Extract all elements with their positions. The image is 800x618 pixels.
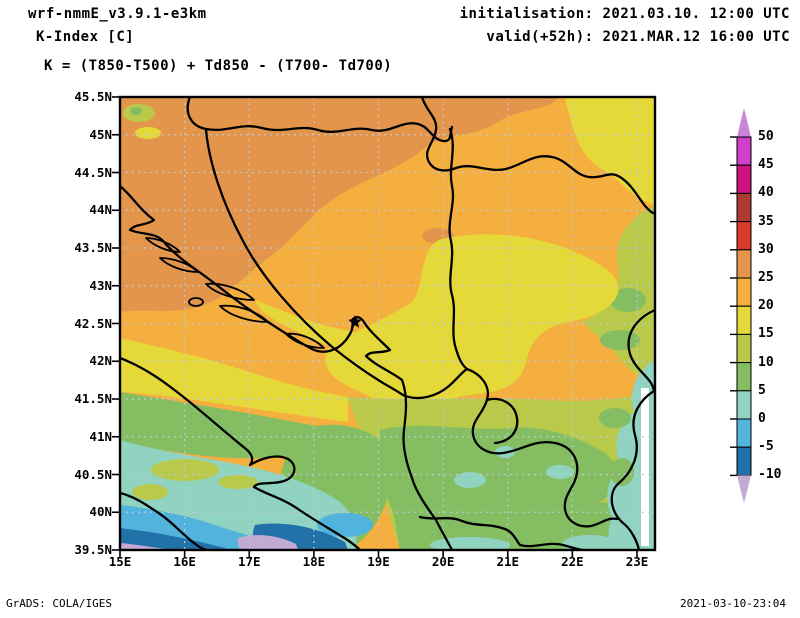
model-title: wrf-nmmE_v3.9.1-e3km	[28, 6, 207, 22]
lat-tick-label: 40N	[89, 504, 112, 520]
colorbar-tick-label: -10	[758, 467, 782, 483]
colorbar-segment	[736, 390, 752, 420]
colorbar-segment	[736, 418, 752, 448]
lat-tick-label: 44.5N	[74, 164, 112, 180]
lon-tick-label: 17E	[237, 554, 261, 569]
lon-tick-label: 19E	[367, 554, 390, 569]
lat-tick-label: 42N	[89, 353, 112, 369]
lat-tick-label: 41.5N	[74, 391, 112, 406]
colorbar-tick-label: 20	[758, 298, 774, 314]
lat-tick-label: 43.5N	[74, 240, 112, 255]
country-borders	[186, 97, 655, 550]
colorbar-segment	[736, 164, 752, 194]
init-time-label: initialisation: 2021.03.10. 12:00 UTC	[459, 6, 790, 22]
colorbar-segment	[736, 249, 752, 279]
grads-credit: GrADS: COLA/IGES	[6, 597, 112, 610]
lon-tick-label: 23E	[625, 554, 649, 569]
colorbar-tick-label: 15	[758, 326, 774, 342]
colorbar-tick-label: 45	[758, 157, 774, 173]
colorbar-tick-label: 25	[758, 270, 774, 285]
colorbar-tick-label: 30	[758, 241, 774, 257]
colorbar-tick-label: 50	[758, 129, 774, 144]
lat-tick-label: 42.5N	[74, 315, 112, 331]
lat-tick-label: 45N	[89, 126, 112, 142]
colorbar-arrow-bottom	[737, 475, 751, 504]
lon-tick-label: 20E	[431, 554, 455, 569]
colorbar-segment	[736, 333, 752, 364]
colorbar-arrow-top	[737, 108, 751, 137]
product-title: K-Index [C]	[36, 29, 135, 45]
colorbar-tick-label: 0	[758, 411, 766, 426]
colorbar-segment	[736, 221, 752, 251]
colorbar-segment	[736, 446, 752, 476]
lat-tick-label: 44N	[89, 202, 112, 218]
lon-tick-label: 18E	[302, 554, 326, 569]
kindex-field	[120, 97, 655, 550]
colorbar-segment	[736, 362, 752, 392]
colorbar-tick-label: 35	[758, 213, 774, 229]
lon-tick-label: 21E	[496, 554, 520, 569]
colorbar	[730, 108, 752, 504]
lat-tick-label: 41N	[89, 428, 112, 444]
location-star-marker-icon	[348, 315, 362, 328]
lat-tick-label: 45.5N	[74, 89, 112, 104]
colorbar-segment	[736, 136, 752, 166]
colorbar-tick-label: 5	[758, 382, 766, 398]
colorbar-tick-label: 40	[758, 185, 774, 201]
valid-time-label: valid(+52h): 2021.MAR.12 16:00 UTC	[486, 29, 790, 45]
colorbar-tick-label: 10	[758, 354, 774, 370]
formula-line: K = (T850-T500) + Td850 - (T700- Td700)	[44, 58, 393, 74]
lon-tick-label: 15E	[108, 554, 132, 569]
colorbar-segment	[736, 305, 752, 335]
axis-ticks	[112, 96, 638, 557]
lat-tick-label: 43N	[89, 277, 112, 293]
lon-tick-label: 22E	[561, 554, 584, 569]
colorbar-segment	[736, 192, 752, 223]
colorbar-tick-label: -5	[758, 439, 774, 455]
colorbar-segment	[736, 277, 752, 307]
lon-tick-label: 16E	[173, 554, 196, 569]
lat-tick-label: 40.5N	[74, 466, 112, 482]
lat-tick-label: 39.5N	[74, 542, 112, 557]
plot-timestamp: 2021-03-10-23:04	[680, 597, 786, 610]
